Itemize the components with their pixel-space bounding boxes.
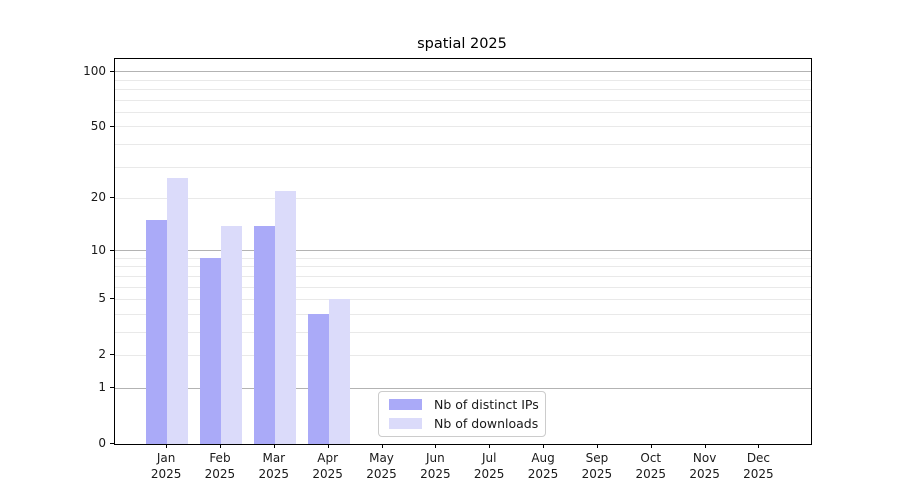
bar-downloads (328, 299, 350, 444)
gridline-minor (115, 313, 811, 315)
y-tick-label: 50 (90, 118, 106, 133)
gridline-minor (115, 286, 811, 288)
x-tick-label: Nov 2025 (689, 451, 720, 481)
x-tick-label: May 2025 (366, 451, 397, 481)
y-tick-mark (110, 387, 114, 389)
gridline-minor (115, 126, 811, 128)
gridline-minor (115, 99, 811, 101)
x-tick-mark (596, 444, 598, 448)
x-tick-label: Mar 2025 (258, 451, 290, 481)
x-tick-mark (273, 444, 275, 448)
x-tick-mark (704, 444, 706, 448)
y-tick-mark (110, 70, 114, 72)
gridline-minor (115, 298, 811, 300)
y-tick-label: 2 (98, 347, 106, 362)
y-tick-mark (110, 125, 114, 127)
legend-item-distinct-ips: Nb of distinct IPs (389, 397, 545, 412)
y-tick-mark (110, 249, 114, 251)
gridline-major (115, 387, 811, 389)
legend-label-distinct-ips: Nb of distinct IPs (434, 397, 539, 412)
bar-distinct-ips (253, 225, 275, 444)
gridline-minor (115, 331, 811, 333)
gridline-minor (115, 111, 811, 113)
y-tick-mark (110, 197, 114, 199)
gridline-minor (115, 275, 811, 277)
bar-downloads (274, 191, 296, 444)
y-tick-mark (110, 354, 114, 356)
y-tick-mark (110, 443, 114, 444)
y-tick-label: 20 (90, 190, 106, 205)
x-tick-mark (381, 444, 383, 448)
y-tick-label: 10 (90, 242, 106, 257)
y-tick-label: 100 (83, 63, 106, 78)
gridline-minor (115, 79, 811, 81)
gridline-minor (115, 166, 811, 168)
bar-distinct-ips (307, 314, 329, 444)
x-tick-mark (435, 444, 437, 448)
y-tick-label: 5 (98, 291, 106, 306)
x-tick-label: Jan 2025 (150, 451, 182, 481)
gridline-minor (115, 197, 811, 199)
gridline-minor (115, 266, 811, 268)
x-tick-label: Aug 2025 (527, 451, 559, 481)
x-tick-label: Feb 2025 (204, 451, 236, 481)
x-tick-mark (650, 444, 652, 448)
legend-swatch-downloads (389, 418, 422, 429)
legend-swatch-distinct-ips (389, 399, 422, 410)
x-tick-mark (219, 444, 221, 448)
y-tick-label: 0 (98, 436, 106, 450)
bar-downloads (167, 178, 189, 444)
gridline-minor (115, 354, 811, 356)
chart-title: spatial 2025 (417, 36, 507, 52)
x-tick-mark (543, 444, 545, 448)
legend: Nb of distinct IPs Nb of downloads (378, 391, 546, 437)
x-tick-mark (166, 444, 168, 448)
bar-distinct-ips (199, 258, 221, 444)
y-tick-mark (110, 298, 114, 300)
gridline-minor (115, 144, 811, 145)
bar-downloads (220, 225, 242, 444)
gridline-minor (115, 257, 811, 259)
x-tick-label: Sep 2025 (581, 451, 613, 481)
x-tick-mark (327, 444, 329, 448)
x-tick-mark (489, 444, 491, 448)
x-tick-label: Apr 2025 (312, 451, 343, 481)
x-tick-label: Jul 2025 (473, 451, 505, 481)
x-tick-mark (758, 444, 760, 448)
bar-distinct-ips (146, 220, 168, 444)
legend-label-downloads: Nb of downloads (434, 416, 539, 431)
gridline-major (115, 71, 811, 73)
gridline-major (115, 250, 811, 252)
legend-item-downloads: Nb of downloads (389, 416, 545, 431)
y-tick-label: 1 (98, 380, 106, 395)
x-tick-label: Jun 2025 (420, 451, 451, 481)
plot-area (114, 58, 812, 445)
gridline-minor (115, 89, 811, 91)
x-tick-label: Dec 2025 (743, 451, 774, 481)
x-tick-label: Oct 2025 (635, 451, 667, 481)
